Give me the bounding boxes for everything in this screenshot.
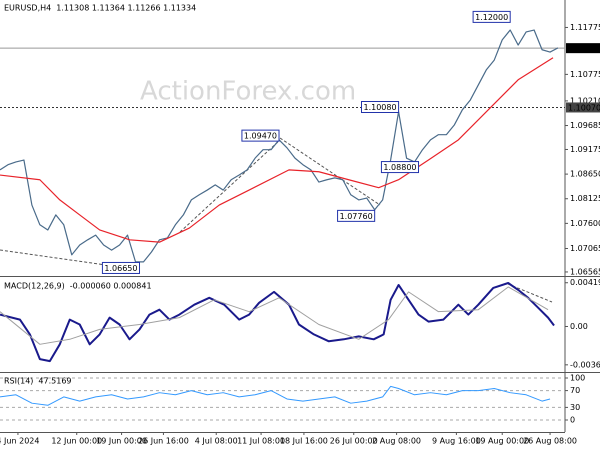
y-tick-label: 1.10210 (570, 96, 600, 105)
y-tick-label: 1.08125 (570, 194, 600, 203)
annotation-box (472, 10, 511, 23)
annotation-label: 1.08800 (383, 163, 416, 172)
level-label: 1.11334 (568, 44, 600, 53)
watermark: ActionForex.com (140, 77, 356, 107)
x-tick-label: 26 Aug 08:00 (523, 437, 577, 446)
y-tick-label: -0.003678 (570, 360, 600, 369)
series-line (0, 282, 555, 363)
x-tick-label: 18 Jul 16:00 (280, 437, 328, 446)
x-tick-label: 12 Jun 00:00 (51, 437, 102, 446)
x-tick-label: 26 Jun 16:00 (138, 437, 189, 446)
y-tick-label: 1.06565 (570, 267, 600, 276)
trend-line (0, 249, 121, 268)
x-tick-label: 2 Aug 08:00 (372, 437, 421, 446)
panel-readout: 47.5169 (38, 377, 71, 386)
y-tick-label: 30 (570, 403, 580, 412)
annotation-box (241, 129, 280, 142)
x-tick-label: 19 Aug 00:00 (475, 437, 529, 446)
panel-readout: 1.11308 1.11364 1.11266 1.11334 (56, 4, 196, 13)
y-tick-label: 70 (570, 386, 580, 395)
series-line (0, 286, 549, 345)
panel-readout: -0.000060 0.000841 (70, 282, 152, 291)
panel-title: RSI(14) (4, 377, 33, 386)
annotation-label: 1.10080 (363, 103, 396, 112)
panel-title: MACD(12,26,9) (4, 282, 65, 291)
annotation-label: 1.07760 (340, 212, 373, 221)
x-tick-label: 4 Jun 2024 (0, 437, 39, 446)
y-tick-label: 0 (570, 415, 575, 424)
trend-line (179, 139, 281, 233)
x-tick-label: 9 Aug 16:00 (432, 437, 481, 446)
level-box (566, 102, 600, 113)
y-tick-label: 1.07065 (570, 244, 600, 253)
y-tick-label: 1.08650 (570, 170, 600, 179)
annotation-box (101, 261, 141, 274)
y-tick-label: 1.09685 (570, 121, 600, 130)
y-tick-label: 1.10775 (570, 70, 600, 79)
series-line (0, 57, 554, 243)
y-tick-label: 1.11775 (570, 23, 600, 32)
x-tick-label: 11 Jul 08:00 (237, 437, 285, 446)
annotation-box (380, 161, 420, 174)
annotation-label: 1.09470 (244, 132, 277, 141)
y-tick-label: 0.00 (570, 322, 588, 331)
y-tick-label: 1.09175 (570, 145, 600, 154)
y-tick-label: 0.004196 (570, 278, 600, 287)
x-tick-label: 4 Jul 08:00 (195, 437, 238, 446)
annotation-box (337, 209, 376, 222)
annotation-label: 1.06650 (104, 264, 137, 273)
x-tick-label: 19 Jun 00:00 (96, 437, 147, 446)
level-box (566, 43, 600, 54)
y-tick-label: 100 (570, 373, 585, 382)
trend-line (279, 137, 381, 206)
level-label: 1.10070 (568, 103, 600, 112)
panel-title: EURUSD,H4 (4, 4, 51, 13)
annotation-box (360, 100, 400, 113)
y-tick-label: 1.07600 (570, 219, 600, 228)
x-tick-label: 26 Jul 00:00 (330, 437, 378, 446)
annotation-label: 1.12000 (475, 13, 508, 22)
series-line (0, 385, 551, 406)
